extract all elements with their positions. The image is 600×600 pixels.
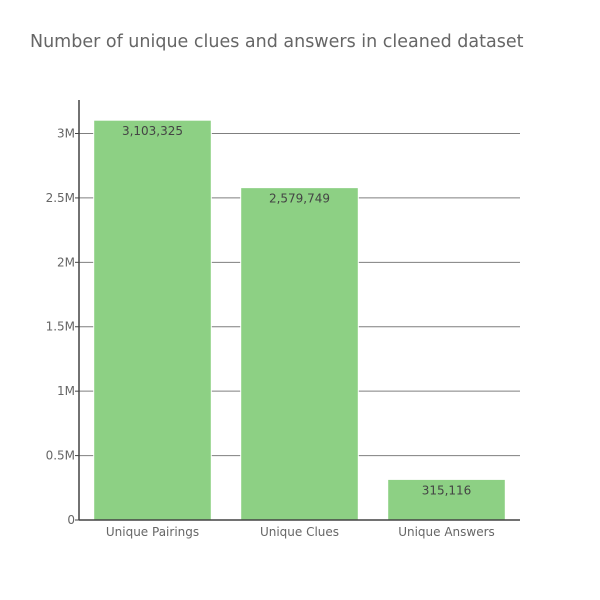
y-tick-label: 1M: [57, 384, 75, 398]
y-tick-label: 2M: [57, 255, 75, 269]
y-tick-label: 1.5M: [46, 320, 75, 334]
y-tick-label: 0.5M: [46, 449, 75, 463]
x-tick-label: Unique Pairings: [106, 525, 199, 539]
data-label: 2,579,749: [269, 192, 330, 206]
y-tick-label: 0: [67, 513, 75, 527]
x-tick-label: Unique Clues: [260, 525, 339, 539]
bar-unique-clues: [240, 187, 359, 521]
bar-unique-answers: [387, 478, 506, 521]
x-tick-label: Unique Answers: [398, 525, 495, 539]
chart-title: Number of unique clues and answers in cl…: [30, 32, 524, 52]
data-label: 315,116: [422, 483, 472, 497]
y-tick-label: 3M: [57, 126, 75, 140]
y-tick-label: 2.5M: [46, 191, 75, 205]
data-label: 3,103,325: [122, 124, 183, 138]
bar-unique-pairings: [93, 119, 212, 521]
